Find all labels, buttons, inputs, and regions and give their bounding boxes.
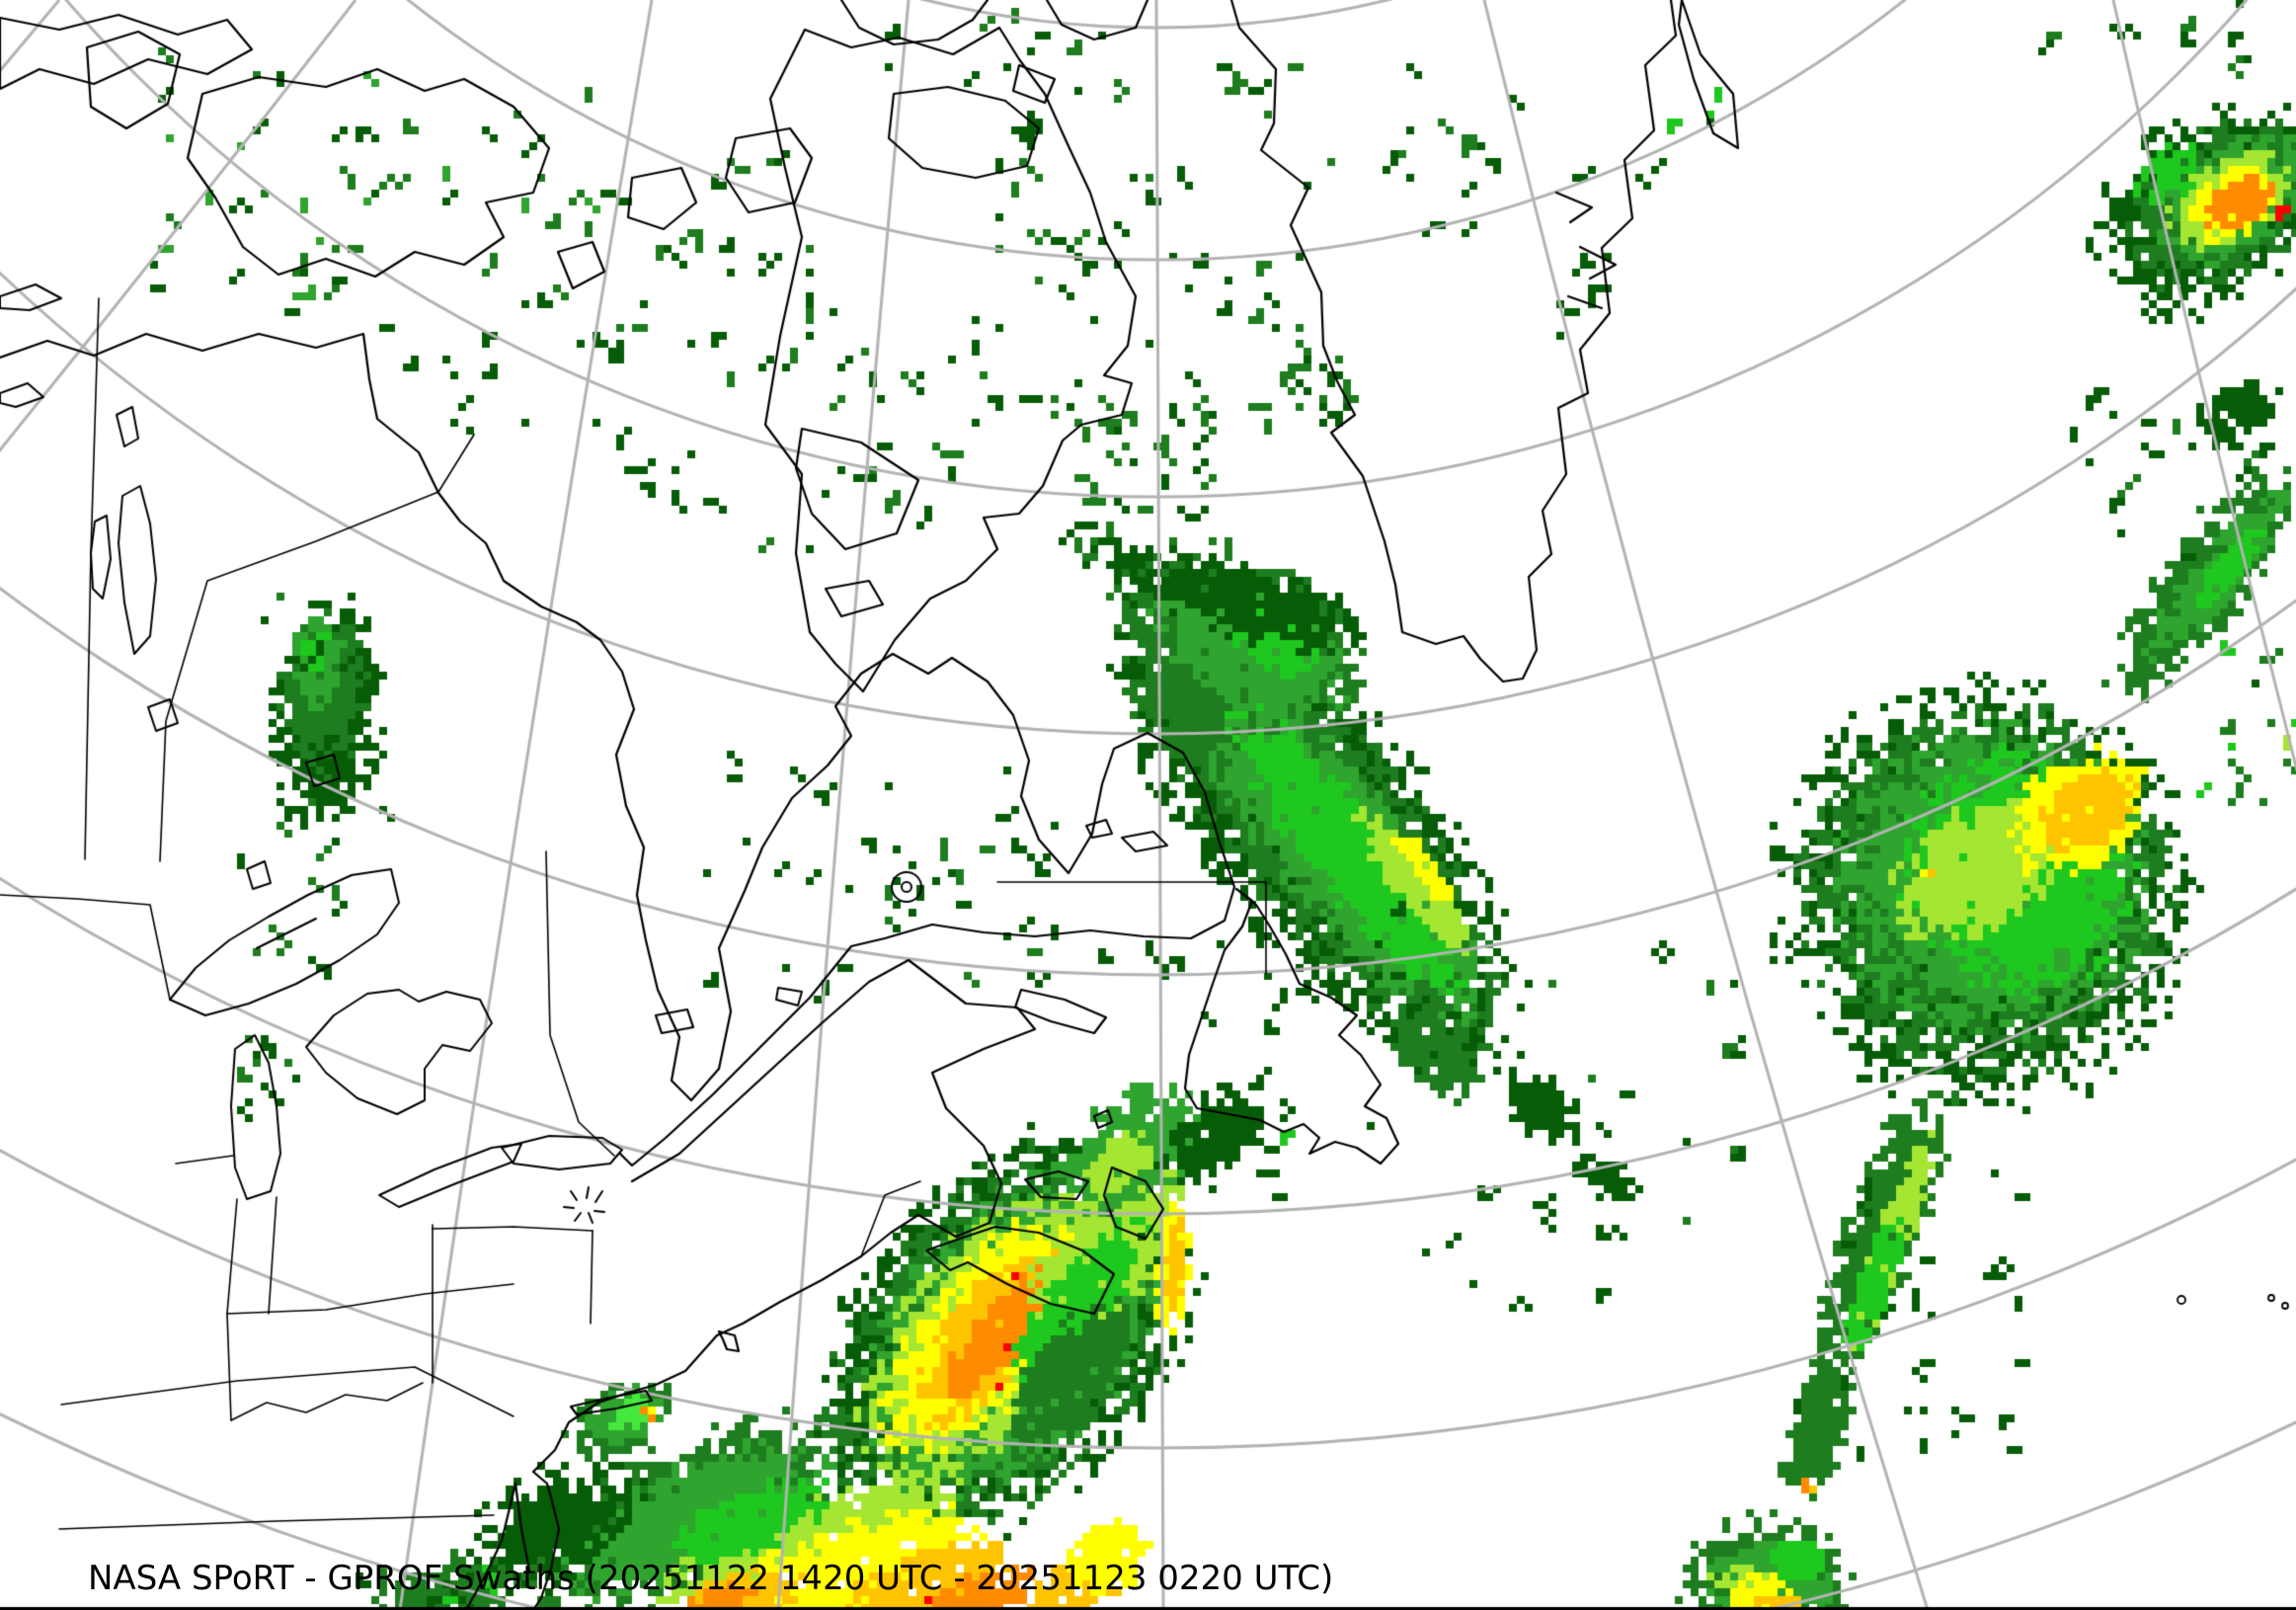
map-title-label: NASA SPoRT - GPROF Swaths (20251122 1420… <box>88 1559 1334 1598</box>
